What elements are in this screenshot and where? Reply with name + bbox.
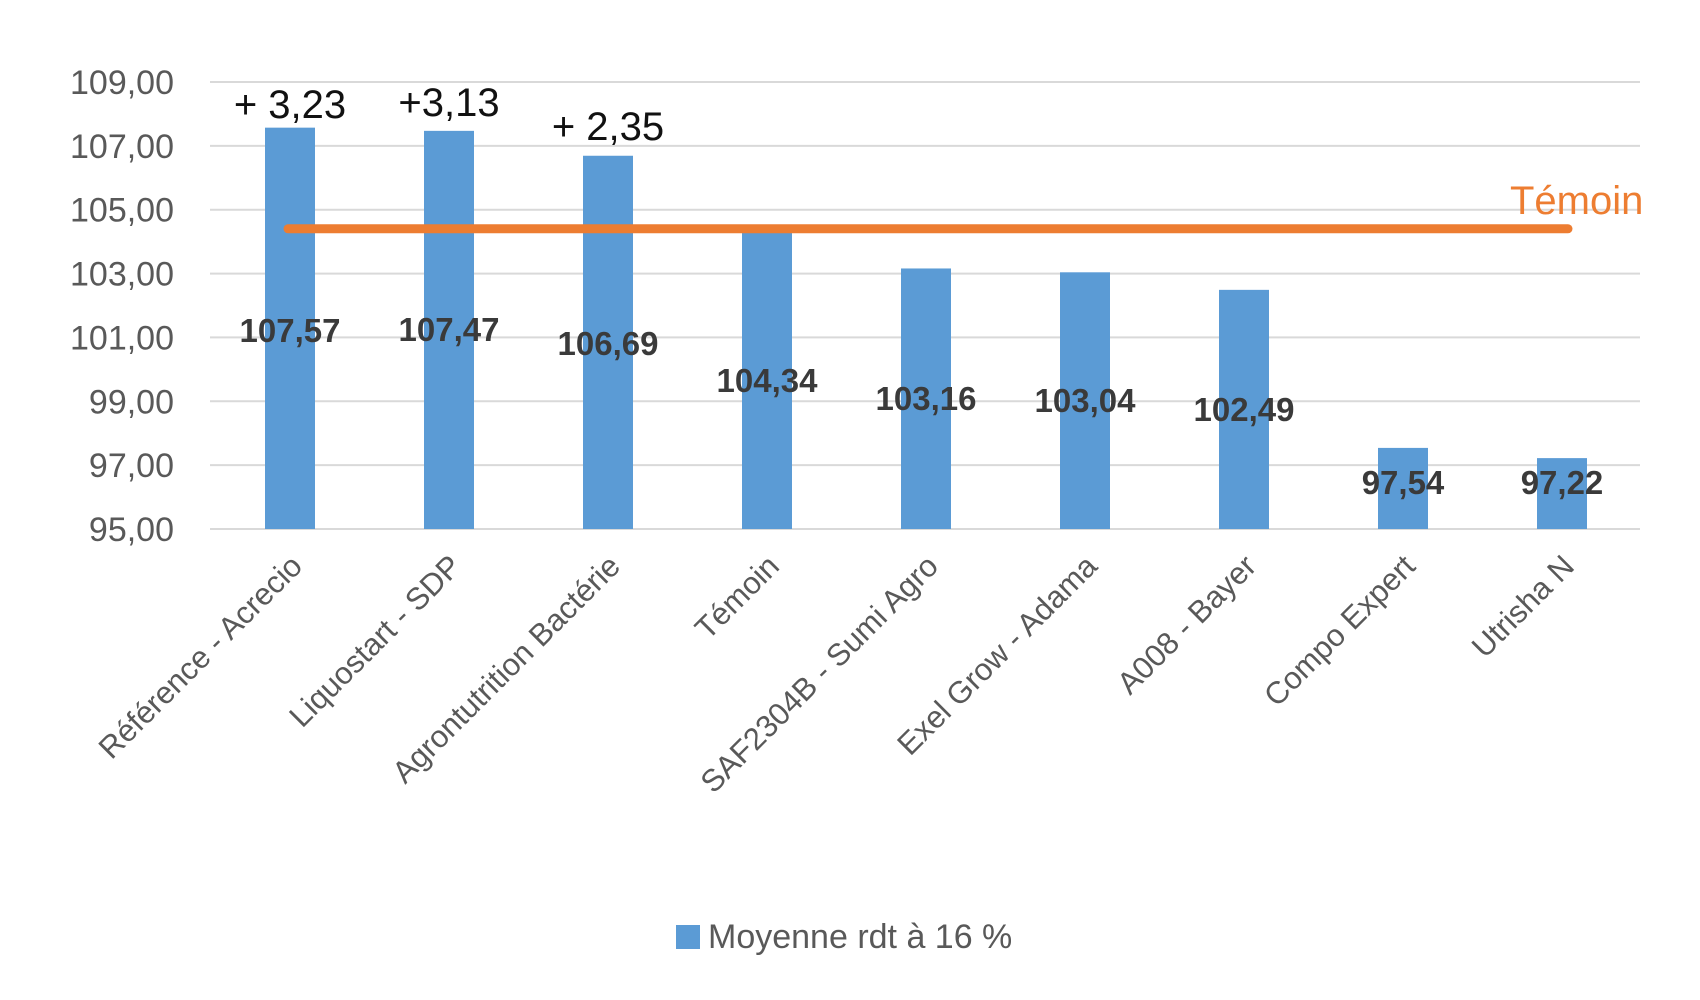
- bars: [265, 127, 1587, 529]
- y-tick-label: 101,00: [70, 319, 174, 357]
- difference-annotation: +3,13: [398, 81, 499, 125]
- bar-value-label: 107,57: [240, 312, 341, 349]
- legend-swatch: [676, 925, 700, 949]
- bar: [1537, 458, 1587, 529]
- difference-annotation: + 3,23: [234, 83, 346, 127]
- y-axis-tick-labels: 95,00 97,00 99,00 101,00 103,00 105,00 107,00 1…: [70, 64, 174, 549]
- y-tick-label: 103,00: [70, 256, 174, 294]
- y-tick-label: 99,00: [89, 383, 174, 421]
- y-tick-label: 105,00: [70, 192, 174, 230]
- x-category-label: Compo Expert: [1257, 548, 1422, 713]
- bar-value-label: 103,04: [1035, 382, 1137, 419]
- bar: [265, 127, 315, 529]
- legend: Moyenne rdt à 16 %: [676, 918, 1012, 956]
- x-category-label: A008 - Bayer: [1110, 548, 1263, 701]
- bar: [742, 230, 792, 529]
- bar: [901, 268, 951, 529]
- y-tick-label: 95,00: [89, 511, 174, 549]
- bar-value-label: 103,16: [876, 380, 977, 417]
- bar-value-label: 102,49: [1194, 391, 1295, 428]
- y-tick-label: 97,00: [89, 447, 174, 485]
- bar-value-label: 97,54: [1362, 464, 1445, 501]
- x-category-label: Témoin: [688, 548, 786, 646]
- reference-line-label: Témoin: [1510, 179, 1643, 223]
- bar: [1219, 289, 1269, 529]
- difference-annotations: + 3,23 +3,13 + 2,35: [234, 81, 664, 149]
- value-labels: 107,57 107,47 106,69 104,34 103,16 103,04 102,…: [240, 311, 1604, 501]
- reference-line-group: Témoin: [283, 179, 1643, 234]
- legend-label: Moyenne rdt à 16 %: [708, 918, 1012, 956]
- difference-annotation: + 2,35: [552, 105, 664, 149]
- bar: [1378, 447, 1428, 529]
- x-category-label: Référence - Acrecio: [92, 548, 309, 765]
- y-tick-label: 109,00: [70, 64, 174, 102]
- y-tick-label: 107,00: [70, 128, 174, 166]
- bar-value-label: 104,34: [717, 362, 819, 399]
- bar-value-label: 106,69: [558, 325, 659, 362]
- bar: [583, 155, 633, 529]
- bar: [1060, 272, 1110, 529]
- x-category-label: Liquostart - SDP: [282, 548, 468, 734]
- bar-value-label: 107,47: [399, 311, 500, 348]
- x-category-label: Utrisha N: [1465, 548, 1581, 664]
- bar-value-label: 97,22: [1521, 464, 1604, 501]
- bar: [424, 130, 474, 529]
